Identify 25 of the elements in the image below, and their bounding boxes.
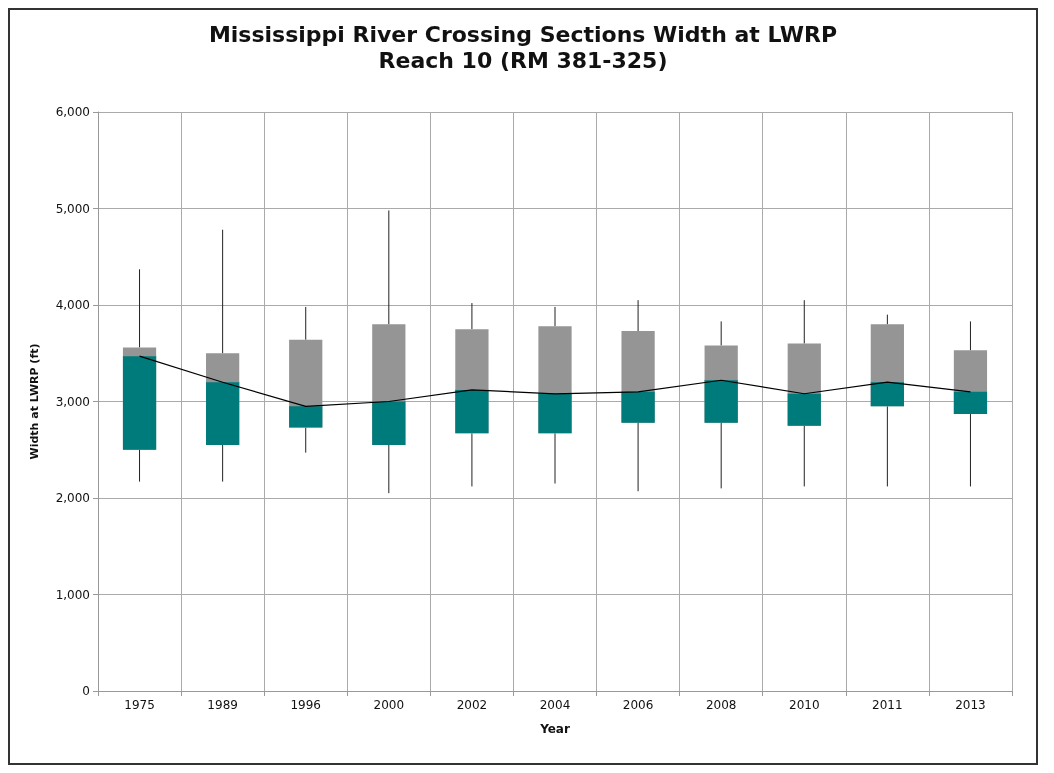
y-axis-title: Width at LWRP (ft) [28,343,41,460]
y-tick-label: 5,000 [55,201,90,216]
chart-title: Mississippi River Crossing Sections Width at LWRP [208,21,838,47]
x-tick-label: 1975 [124,698,155,712]
y-tick-label: 4,000 [55,298,90,312]
y-tick-label: 1,000 [55,587,90,602]
x-tick-label: 1996 [290,698,321,712]
y-tick-label: 3,000 [55,394,90,409]
line-series [138,355,972,407]
x-tick-label: 2006 [622,698,654,712]
y-tick-label: 6,000 [55,105,90,119]
x-tick-label: 2010 [789,698,820,712]
x-tick-label: 2011 [872,698,903,712]
x-tick-label: 2004 [539,698,571,712]
y-tick-label: 0 [82,684,90,698]
x-tick-label: 2002 [456,698,488,712]
chart-subtitle: Reach 10 (RM 381-325) [378,47,668,73]
x-axis-title: Year [539,722,570,736]
bar [289,406,323,428]
x-tick-label: 2008 [705,698,737,712]
x-tick-label: 2013 [955,698,986,712]
bar [870,382,904,407]
y-tick-label: 2,000 [55,491,90,505]
x-tick-label: 2000 [373,698,405,712]
x-tick-label: 1989 [207,698,238,712]
